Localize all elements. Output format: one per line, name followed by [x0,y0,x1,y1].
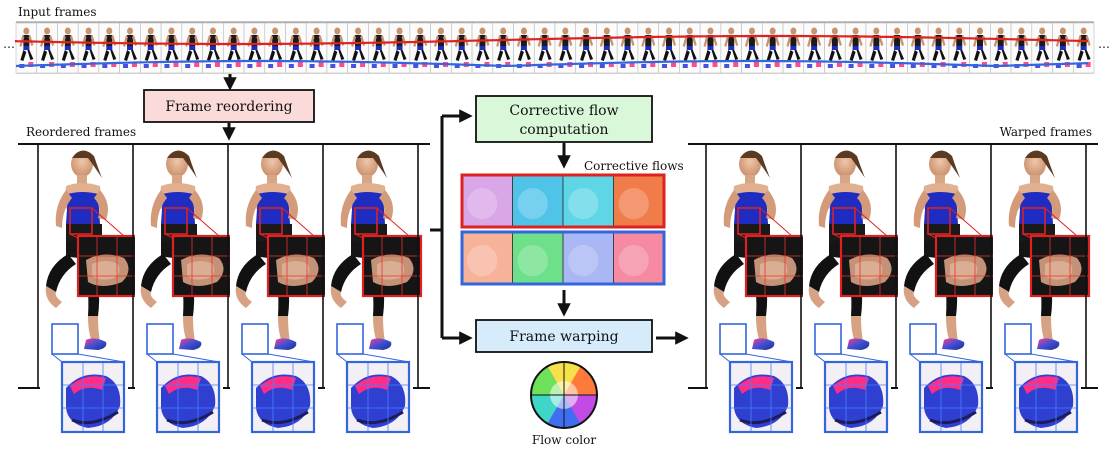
reordered-frames-label: Reordered frames [26,125,136,139]
frame-reordering-label: Frame reordering [165,99,292,115]
warped-frames-label: Warped frames [1000,125,1092,139]
input-frame-thumb [140,22,162,74]
input-frame-thumb [1072,22,1095,74]
frame-warping-label: Frame warping [509,329,618,345]
input-frame-thumb [865,22,887,74]
input-frame-thumb [119,22,141,74]
input-frame-thumb [907,22,929,74]
flow-tile [613,175,664,227]
flow-color-wheel [530,361,598,429]
input-frame-thumb [803,22,825,74]
frame-reordering-box: Frame reordering [143,89,315,123]
input-frame-thumb [596,22,618,74]
flow-tile [562,232,614,284]
input-frame-thumb [554,22,577,74]
input-frame-thumb [741,22,763,74]
warped-frame [993,146,1089,432]
input-frame-thumb [326,22,348,74]
input-frame-thumb [699,22,722,74]
input-frame-thumb [181,22,203,74]
flow-tile [512,175,563,227]
flow-tile [562,175,614,227]
warped-frame [898,146,994,432]
input-frame-thumb [616,22,639,74]
input-frame-thumb [160,22,183,74]
reordered-frame [40,146,136,432]
input-frame-thumb [430,22,452,74]
reordered-frame [325,146,421,432]
input-frame-thumb [658,22,680,74]
flow-tile [512,232,563,284]
hand-trajectory-curve [14,34,1089,46]
input-frame-thumb [368,22,390,74]
input-frame-thumb [762,22,784,74]
corrective-flows-red-row [460,173,666,229]
input-frame-thumb [679,22,701,74]
input-frame-thumb [98,22,120,74]
input-frame-thumb [285,22,307,74]
warped-frames-panel [688,143,1098,432]
input-frames-strip [14,21,1095,74]
shoe-trajectory-curve [15,59,1089,68]
reordered-frame [135,146,231,432]
corrective-flow-label-line1: Corrective flow [509,103,618,119]
warped-frame [803,146,899,432]
corrective-flow-box: Corrective flow computation [475,95,653,143]
branch-connector [430,109,473,345]
ellipsis-left: … [3,37,15,51]
input-frame-thumb [347,22,369,74]
flow-tile [461,175,513,227]
input-frame-thumb [264,22,286,74]
input-frame-thumb [1052,22,1074,74]
input-frame-thumb [844,22,867,74]
input-frame-thumb [223,22,245,74]
reordered-frame [230,146,326,432]
corrective-flows-blue-row [460,230,666,286]
corrective-flow-label-line2: computation [519,122,608,138]
input-frame-thumb [388,22,411,74]
warped-frame [708,146,804,432]
flow-color-label: Flow color [532,433,596,447]
input-frame-thumb [409,22,431,74]
input-frame-thumb [77,22,100,74]
input-frame-thumb [637,22,659,74]
frame-warping-box: Frame warping [475,319,653,353]
flow-tile [461,232,513,284]
input-frame-thumb [202,22,224,74]
input-frame-thumb [720,22,742,74]
input-frame-thumb [886,22,908,74]
flow-tile [613,232,664,284]
input-frame-thumb [575,22,597,74]
input-frame-thumb [305,22,328,74]
input-frames-label: Input frames [18,5,97,19]
corrective-flows-label: Corrective flows [584,159,684,173]
input-frame-thumb [782,22,805,74]
input-frame-thumb [243,22,266,74]
input-frame-thumb [824,22,846,74]
ellipsis-right: … [1098,37,1110,51]
reordered-frames-panel [18,143,430,432]
